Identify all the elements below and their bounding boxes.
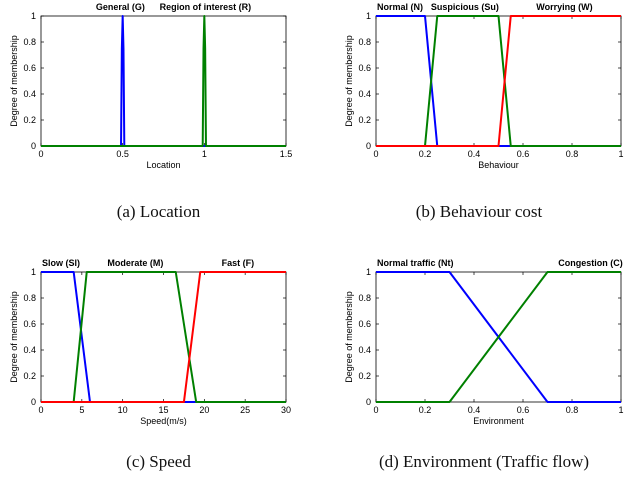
y-tick-label: 0 — [31, 141, 36, 151]
series-line-normal-n — [376, 15, 621, 147]
y-tick-label: 1 — [31, 267, 36, 277]
y-tick-label: 1 — [366, 267, 371, 277]
y-axis-label: Degree of membership — [9, 291, 19, 383]
series-line-fast-f — [41, 271, 286, 403]
y-tick-label: 0.2 — [358, 371, 371, 381]
x-tick-label: 1 — [202, 149, 207, 159]
y-tick-label: 0.2 — [23, 115, 36, 125]
x-axis-label: Location — [146, 160, 180, 170]
x-tick-label: 0.8 — [566, 405, 579, 415]
x-tick-label: 10 — [118, 405, 128, 415]
x-tick-label: 0.6 — [517, 405, 530, 415]
chart-location: 0 0.5 1 1.5 0 0.2 0.4 0.6 0.8 1 Location Degree of … — [9, 2, 293, 170]
plot-frame — [375, 271, 622, 403]
y-tick-label: 0.8 — [358, 37, 371, 47]
x-tick-label: 0 — [373, 405, 378, 415]
series-line-worrying-w — [376, 15, 621, 147]
y-tick-label: 0.6 — [23, 63, 36, 73]
y-tick-label: 0.8 — [23, 37, 36, 47]
y-axis-label: Degree of membership — [9, 35, 19, 127]
series-line-region-of-interest-r — [41, 15, 286, 147]
series-line-suspicious-su — [376, 15, 621, 147]
series-line-congestion-c — [376, 271, 621, 403]
x-tick-label: 5 — [79, 405, 84, 415]
y-tick-label: 0 — [366, 397, 371, 407]
series-line-general-g — [41, 15, 286, 147]
chart-environment: 0 0.2 0.4 0.6 0.8 1 0 0.2 0.4 0.6 0.8 1 Environment D… — [344, 258, 624, 426]
x-axis-label: Speed(m/s) — [140, 416, 187, 426]
x-tick-label: 0 — [373, 149, 378, 159]
y-tick-label: 0.2 — [358, 115, 371, 125]
plot-frame — [40, 271, 287, 403]
x-tick-label: 1 — [618, 149, 623, 159]
y-tick-label: 0 — [366, 141, 371, 151]
plot-frame — [40, 15, 287, 147]
x-axis-label: Environment — [473, 416, 524, 426]
y-tick-label: 1 — [366, 11, 371, 21]
annotation-label: Normal (N) — [377, 2, 423, 12]
chart-panel-environment: 0 0.2 0.4 0.6 0.8 1 0 0.2 0.4 0.6 0.8 1 Environment D… — [334, 255, 634, 495]
series-line-moderate-m — [41, 271, 286, 403]
x-tick-label: 25 — [240, 405, 250, 415]
chart-panel-location: 0 0.5 1 1.5 0 0.2 0.4 0.6 0.8 1 Location Degree of … — [0, 0, 317, 240]
x-tick-label: 30 — [281, 405, 291, 415]
y-tick-label: 0 — [31, 397, 36, 407]
annotation-label: Normal traffic (Nt) — [377, 258, 454, 268]
series-line-slow-sl — [41, 271, 286, 403]
x-tick-label: 0.8 — [566, 149, 579, 159]
caption-environment: (d) Environment (Traffic flow) — [378, 452, 590, 471]
annotation-label: General (G) — [96, 2, 145, 12]
y-tick-label: 0.4 — [23, 345, 36, 355]
x-tick-label: 0 — [38, 149, 43, 159]
y-tick-label: 0.8 — [358, 293, 371, 303]
caption-behaviour: (b) Behaviour cost — [415, 202, 543, 221]
y-tick-label: 0.6 — [358, 63, 371, 73]
x-tick-label: 1.5 — [280, 149, 293, 159]
y-tick-label: 0.2 — [23, 371, 36, 381]
caption-speed: (c) Speed — [126, 452, 191, 471]
chart-behaviour: 0 0.2 0.4 0.6 0.8 1 0 0.2 0.4 0.6 0.8 1 Behaviour Deg… — [344, 2, 624, 170]
y-tick-label: 1 — [31, 11, 36, 21]
annotation-label: Suspicious (Su) — [431, 2, 499, 12]
annotation-label: Worrying (W) — [536, 2, 592, 12]
x-tick-label: 1 — [618, 405, 623, 415]
plot-frame — [375, 15, 622, 147]
y-axis-label: Degree of membership — [344, 291, 354, 383]
x-tick-label: 0.2 — [419, 405, 432, 415]
y-tick-label: 0.6 — [358, 319, 371, 329]
x-tick-label: 0.2 — [419, 149, 432, 159]
chart-panel-speed: 0 5 10 15 20 25 30 0 0.2 0.4 0.6 0.8 1 Speed(m/s) Degr… — [0, 255, 317, 495]
y-tick-label: 0.4 — [358, 345, 371, 355]
y-tick-label: 0.4 — [23, 89, 36, 99]
y-tick-label: 0.8 — [23, 293, 36, 303]
y-tick-label: 0.6 — [23, 319, 36, 329]
x-tick-label: 0.6 — [517, 149, 530, 159]
x-tick-label: 0 — [38, 405, 43, 415]
chart-panel-behaviour: 0 0.2 0.4 0.6 0.8 1 0 0.2 0.4 0.6 0.8 1 Behaviour Deg… — [334, 0, 634, 240]
x-tick-label: 20 — [199, 405, 209, 415]
x-tick-label: 0.4 — [468, 149, 481, 159]
x-axis-label: Behaviour — [478, 160, 519, 170]
annotation-label: Congestion (C) — [558, 258, 623, 268]
x-tick-label: 0.5 — [116, 149, 129, 159]
annotation-label: Region of interest (R) — [160, 2, 252, 12]
chart-speed: 0 5 10 15 20 25 30 0 0.2 0.4 0.6 0.8 1 Speed(m/s) Degr… — [9, 258, 291, 426]
annotation-label: Slow (Sl) — [42, 258, 80, 268]
x-tick-label: 15 — [158, 405, 168, 415]
x-tick-label: 0.4 — [468, 405, 481, 415]
annotation-label: Fast (F) — [222, 258, 255, 268]
y-tick-label: 0.4 — [358, 89, 371, 99]
y-axis-label: Degree of membership — [344, 35, 354, 127]
caption-location: (a) Location — [116, 202, 201, 221]
annotation-label: Moderate (M) — [107, 258, 163, 268]
